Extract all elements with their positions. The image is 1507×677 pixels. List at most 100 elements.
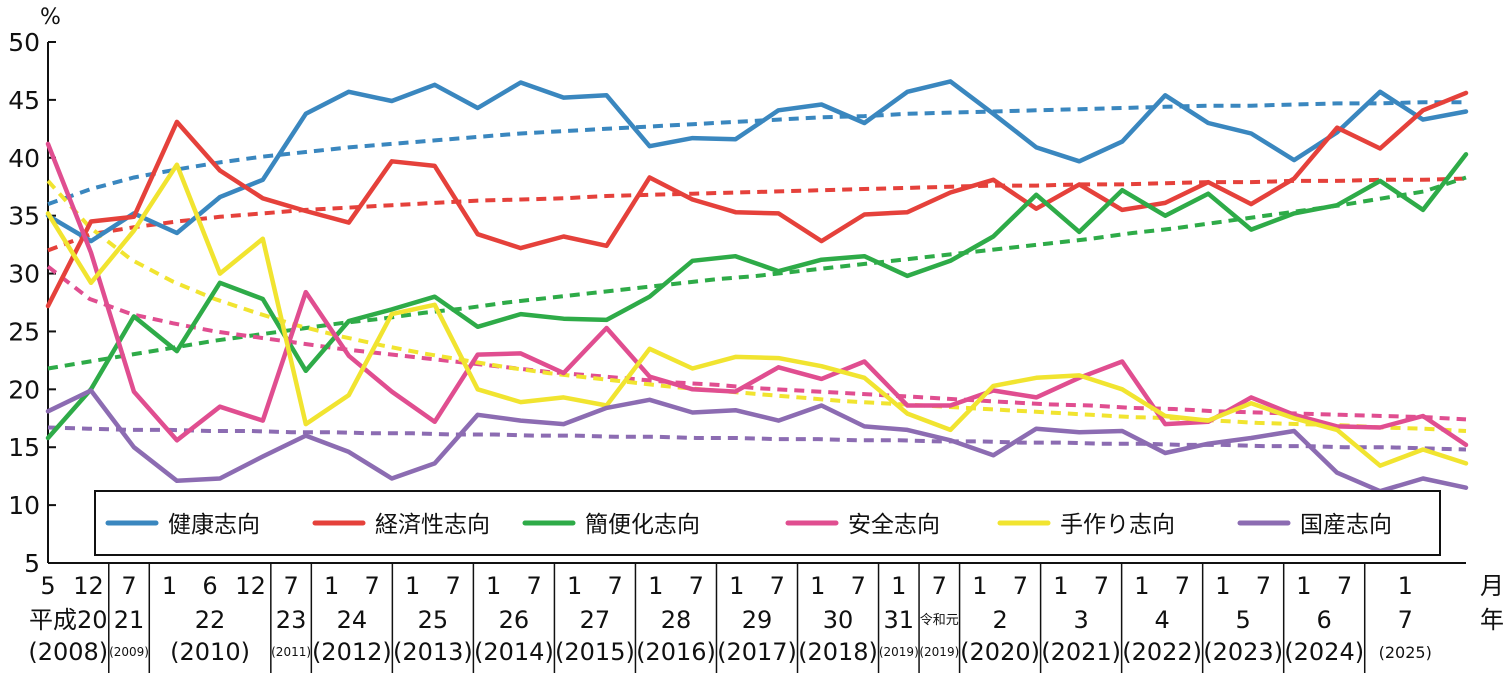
legend-label-5: 国産志向 <box>1300 512 1392 538</box>
legend-label-1: 経済性志向 <box>375 512 490 538</box>
x-era-year: 26 <box>499 606 530 634</box>
x-era-year: 3 <box>1073 606 1088 634</box>
x-western-year: (2021) <box>1041 638 1121 666</box>
x-western-year: (2008) <box>28 638 108 666</box>
x-western-year: (2023) <box>1203 638 1283 666</box>
y-tick-label: 45 <box>8 86 40 115</box>
x-western-year: (2019) <box>879 645 919 659</box>
x-month-label: 1 <box>1134 572 1149 600</box>
y-tick-label: 30 <box>8 260 40 289</box>
x-month-label: 1 <box>1215 572 1230 600</box>
x-western-year: (2024) <box>1284 638 1364 666</box>
x-month-label: 7 <box>283 572 298 600</box>
x-month-label: 7 <box>121 572 136 600</box>
x-month-label: 1 <box>1398 572 1413 600</box>
trend-line-0 <box>47 100 1466 206</box>
x-month-label: 7 <box>1337 572 1352 600</box>
series-lines <box>45 79 1469 494</box>
y-tick-label: 10 <box>8 491 40 520</box>
trend-line-2 <box>47 175 1467 371</box>
x-month-label: 1 <box>486 572 501 600</box>
x-month-label: 7 <box>1398 606 1413 634</box>
x-month-label: 6 <box>202 572 217 600</box>
x-month-label: 1 <box>810 572 825 600</box>
x-western-year: (2019) <box>919 645 959 659</box>
x-era-year: 31 <box>884 606 915 634</box>
x-month-label: 5 <box>40 572 55 600</box>
series-line-0 <box>45 79 1469 244</box>
y-tick-label: 20 <box>8 375 40 404</box>
trend-line-5 <box>47 425 1467 452</box>
trend-line-1 <box>47 176 1467 253</box>
x-era-year: 28 <box>661 606 692 634</box>
x-western-year: (2022) <box>1122 638 1202 666</box>
y-tick-label: 15 <box>8 433 40 462</box>
x-western-year: (2015) <box>555 638 635 666</box>
trend-line-4 <box>46 179 1467 433</box>
x-western-year: (2020) <box>960 638 1040 666</box>
x-month-label: 7 <box>851 572 866 600</box>
y-axis-unit: % <box>40 5 61 30</box>
x-month-label: 7 <box>689 572 704 600</box>
x-unit-year: 年 <box>1480 606 1504 634</box>
x-western-year: (2013) <box>393 638 473 666</box>
x-western-year: (2017) <box>717 638 797 666</box>
x-unit-month: 月 <box>1480 572 1504 600</box>
x-month-label: 1 <box>162 572 177 600</box>
x-month-label: 1 <box>567 572 582 600</box>
x-month-label: 7 <box>1013 572 1028 600</box>
x-month-label: 1 <box>891 572 906 600</box>
x-era-year: 29 <box>742 606 773 634</box>
y-tick-label: 50 <box>8 28 40 57</box>
x-era-year: 5 <box>1236 606 1251 634</box>
series-line-1 <box>45 90 1469 309</box>
x-month-label: 7 <box>770 572 785 600</box>
x-month-label: 1 <box>729 572 744 600</box>
x-era-year: 6 <box>1317 606 1332 634</box>
y-tick-label: 35 <box>8 202 40 231</box>
legend-label-2: 簡便化志向 <box>585 512 700 538</box>
x-month-label: 7 <box>1175 572 1190 600</box>
x-month-label: 1 <box>405 572 420 600</box>
x-era-year: 27 <box>580 606 611 634</box>
x-western-year: (2025) <box>1379 643 1432 662</box>
x-era-year: 22 <box>195 606 226 634</box>
x-era-year: 21 <box>114 606 145 634</box>
x-era-year: 23 <box>276 606 307 634</box>
x-month-label: 1 <box>1053 572 1068 600</box>
x-era-year: 30 <box>823 606 854 634</box>
x-western-year: (2018) <box>798 638 878 666</box>
series-line-3 <box>45 141 1469 448</box>
x-western-year: (2014) <box>474 638 554 666</box>
x-month-label: 1 <box>648 572 663 600</box>
y-tick-label: 5 <box>24 549 40 578</box>
x-month-label: 7 <box>932 572 947 600</box>
legend-label-4: 手作り志向 <box>1060 512 1175 538</box>
legend: 健康志向 経済性志向 簡便化志向 安全志向 手作り志向 国産志向 <box>94 490 1441 556</box>
x-era-year: 平成20 <box>29 606 108 634</box>
x-western-year: (2011) <box>271 645 311 659</box>
y-tick-label: 40 <box>8 144 40 173</box>
x-era-year: 4 <box>1155 606 1170 634</box>
x-era-year: 24 <box>337 606 368 634</box>
legend-label-0: 健康志向 <box>168 512 260 538</box>
x-western-year: (2009) <box>109 645 149 659</box>
x-western-year: (2016) <box>636 638 716 666</box>
x-month-label: 7 <box>446 572 461 600</box>
x-western-year: (2010) <box>170 638 250 666</box>
x-month-label: 12 <box>73 572 104 600</box>
x-month-label: 7 <box>527 572 542 600</box>
x-month-label: 7 <box>364 572 379 600</box>
y-tick-label: 25 <box>8 317 40 346</box>
series-line-4 <box>45 162 1469 468</box>
x-era-year: 令和元 <box>920 613 959 628</box>
x-month-label: 1 <box>324 572 339 600</box>
x-month-label: 12 <box>235 572 266 600</box>
legend-label-3: 安全志向 <box>848 512 940 538</box>
series-line-5 <box>45 388 1469 494</box>
x-month-label: 1 <box>972 572 987 600</box>
x-era-year: 2 <box>992 606 1007 634</box>
x-era-year: 25 <box>418 606 449 634</box>
